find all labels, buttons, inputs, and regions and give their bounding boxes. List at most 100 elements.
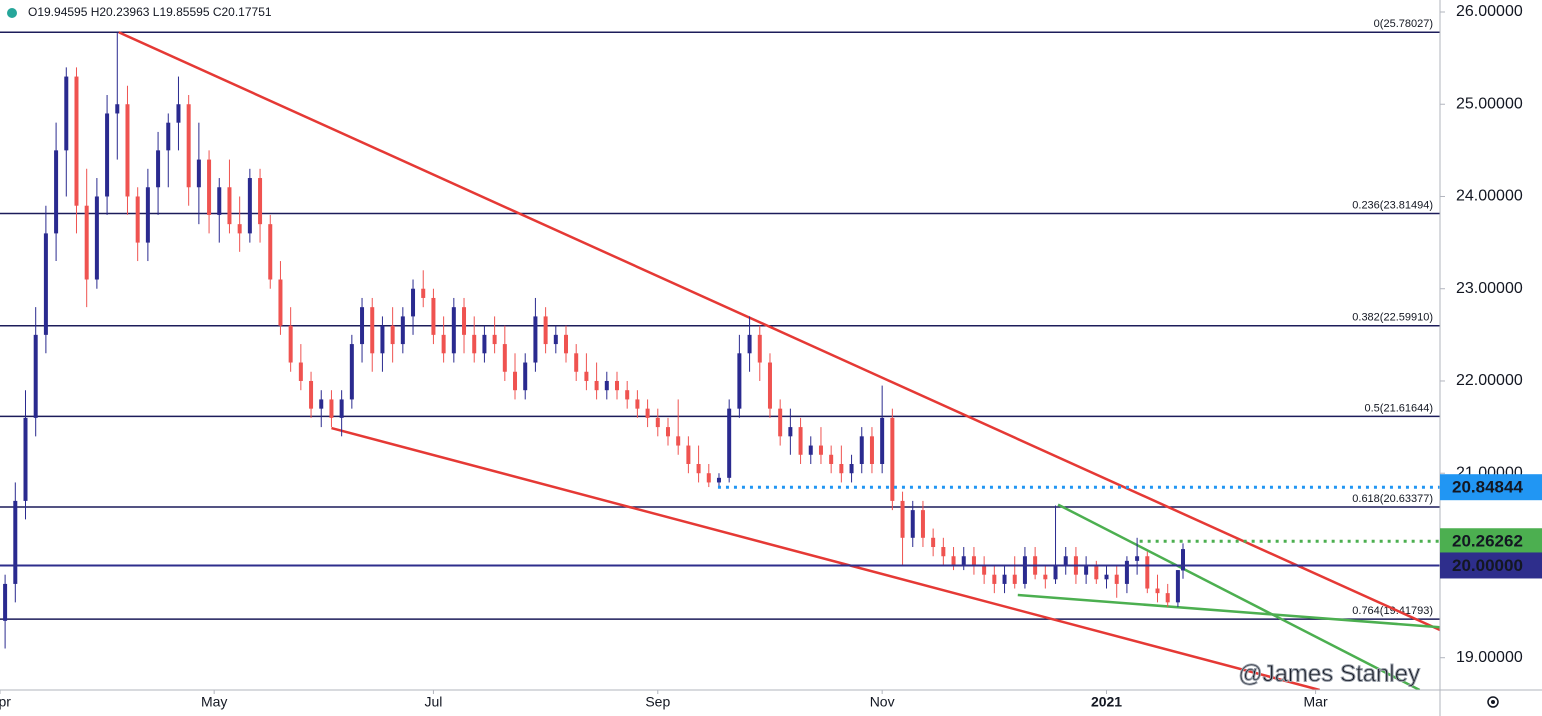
candle-body	[298, 362, 303, 381]
candle-body	[513, 371, 518, 391]
candle-body	[441, 334, 446, 354]
candle-body	[390, 325, 395, 345]
candle-body	[268, 224, 273, 280]
candle-body	[1094, 565, 1099, 580]
candle-body	[1175, 570, 1180, 603]
candle-body	[339, 399, 344, 418]
candle-body	[278, 279, 283, 326]
candle-body	[472, 334, 477, 354]
candle-body	[319, 399, 324, 409]
candle-body	[1104, 574, 1109, 580]
level-label: 20.26262	[1452, 532, 1523, 551]
trendline	[1017, 593, 1440, 629]
candle-body	[196, 159, 201, 188]
candle-body	[1165, 593, 1170, 603]
candle-body	[1022, 556, 1027, 584]
x-tick-label: May	[201, 694, 227, 710]
candle-body	[910, 510, 915, 538]
candle-body	[1063, 556, 1068, 566]
candle-body	[778, 408, 783, 437]
candle-body	[655, 417, 660, 428]
candle-body	[329, 399, 334, 418]
level-box	[1440, 552, 1542, 579]
ohlc-header: O19.94595 H20.23963 L19.85595 C20.17751	[28, 5, 272, 19]
candle-body	[961, 556, 966, 566]
candle-body	[574, 353, 579, 372]
candle-body	[176, 104, 181, 123]
candle-body	[665, 427, 670, 437]
y-tick-label: 22.00000	[1456, 372, 1523, 389]
candle-body	[217, 187, 222, 215]
candle-body	[411, 288, 416, 317]
candle-body	[3, 583, 8, 621]
candle-body	[492, 334, 497, 345]
fib-label: 0.618(20.63377)	[1352, 493, 1433, 505]
candle-body	[1012, 574, 1017, 584]
candle-body	[716, 477, 721, 483]
candle-body	[849, 463, 854, 474]
candle-body	[727, 408, 732, 478]
candle-body	[33, 334, 38, 418]
candle-body	[288, 325, 293, 363]
candle-body	[370, 307, 375, 354]
candle-body	[992, 574, 997, 584]
trendline	[331, 426, 1320, 690]
candle-body	[971, 556, 976, 566]
candle-body	[43, 233, 48, 335]
candle-body	[788, 427, 793, 437]
candle-body	[635, 399, 640, 409]
plot-area: 0(25.78027) 0.236(23.81494) 0.382(22.59910…	[0, 18, 1440, 690]
fib-label: 0(25.78027)	[1374, 18, 1433, 30]
candle-body	[1043, 574, 1048, 580]
x-tick-label: Sep	[645, 694, 670, 710]
trendline	[1057, 503, 1421, 690]
x-tick-label: 2021	[1091, 694, 1122, 710]
level-label: 20.00000	[1452, 556, 1523, 575]
candle-body	[431, 297, 436, 335]
settings-icon[interactable]	[1487, 696, 1499, 708]
candle-body	[767, 362, 772, 409]
candle-body	[747, 334, 752, 354]
candle-body	[880, 417, 885, 464]
x-tick-label: Jul	[424, 694, 442, 710]
candle-body	[614, 380, 619, 391]
candle-body	[156, 150, 161, 188]
candle-body	[1002, 574, 1007, 584]
candle-body	[890, 417, 895, 501]
watermark: @James Stanley	[1238, 660, 1420, 687]
level-box	[1440, 528, 1542, 555]
candle-body	[686, 445, 691, 464]
candle-body	[105, 113, 110, 197]
candle-body	[400, 316, 405, 345]
x-tick-label: Apr	[0, 694, 11, 710]
y-tick-label: 24.00000	[1456, 188, 1523, 205]
candle-body	[1114, 574, 1119, 584]
candle-body	[869, 436, 874, 464]
candle-body	[1155, 588, 1160, 594]
candle-body	[798, 427, 803, 455]
fib-label: 0.236(23.81494)	[1352, 199, 1433, 211]
candle-body	[23, 417, 28, 501]
candle-body	[564, 334, 569, 354]
candle-body	[166, 122, 171, 151]
candle-body	[125, 104, 130, 197]
candle-body	[553, 334, 558, 345]
candle-body	[482, 334, 487, 354]
y-tick-label: 26.00000	[1456, 3, 1523, 20]
candle-body	[829, 454, 834, 464]
candle-body	[74, 76, 79, 206]
candle-body	[859, 436, 864, 464]
candle-body	[421, 288, 426, 298]
candle-body	[982, 565, 987, 575]
symbol-icon[interactable]	[7, 8, 17, 18]
candle-body	[309, 380, 314, 409]
level-box	[1440, 474, 1542, 501]
candle-body	[941, 547, 946, 557]
candle-body	[1145, 556, 1150, 589]
candle-body	[594, 380, 599, 391]
fib-label: 0.5(21.61644)	[1365, 402, 1434, 414]
candle-body	[676, 436, 681, 446]
candle-body	[920, 510, 925, 538]
candle-body	[533, 316, 538, 363]
candle-body	[737, 353, 742, 409]
